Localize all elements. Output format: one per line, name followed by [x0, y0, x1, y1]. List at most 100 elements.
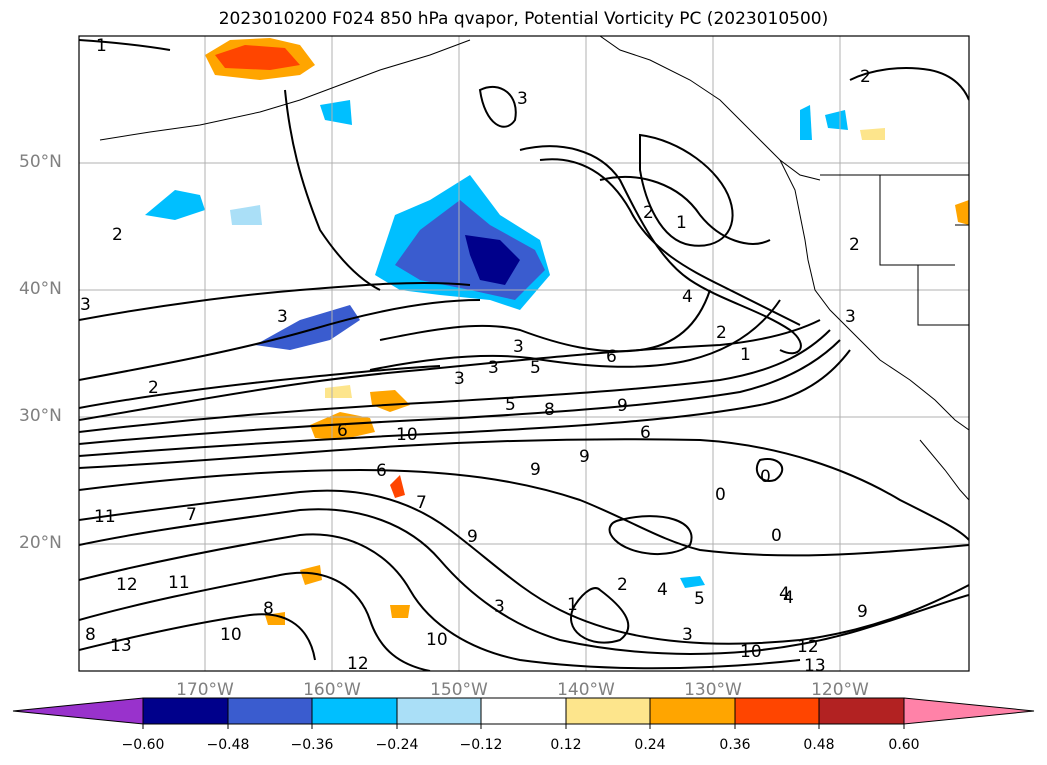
lat-label-20n: 20°N	[19, 533, 62, 553]
contour-label: 13	[110, 636, 132, 656]
positive-anomaly-mid2	[370, 390, 410, 412]
contour-label: 5	[694, 589, 705, 609]
contour-label: 10	[220, 625, 242, 645]
contour-label: 9	[617, 396, 628, 416]
contour-label: 5	[505, 395, 516, 415]
lon-label-170w: 170°W	[176, 680, 234, 700]
colorbar-segment	[649, 697, 736, 725]
positive-anomaly-coast	[955, 200, 969, 225]
contour-label: 3	[682, 625, 693, 645]
positive-anomaly-low4	[390, 605, 410, 618]
colorbar-extend-low	[12, 697, 144, 725]
contour-label: 2	[617, 575, 628, 595]
lon-label-120w: 120°W	[811, 680, 869, 700]
positive-anomaly-east	[860, 128, 885, 140]
contour-label: 9	[530, 460, 541, 480]
contour-label: 0	[771, 526, 782, 546]
contour-label: 11	[94, 507, 116, 527]
colorbar-tick-label: 0.36	[719, 737, 751, 753]
contour-label: 3	[488, 358, 499, 378]
colorbar-tick-label: 0.48	[803, 737, 835, 753]
contour-label: 1	[96, 36, 107, 56]
contour-label: 6	[606, 347, 617, 367]
colorbar-segment	[734, 697, 820, 725]
contour-label: 12	[797, 637, 819, 657]
negative-anomaly-band	[255, 305, 360, 350]
contour-label: 10	[426, 630, 448, 650]
colorbar-segment	[818, 697, 905, 725]
contour-label: 8	[544, 400, 555, 420]
contour-label: 6	[640, 423, 651, 443]
colorbar-tick-label: 0.24	[634, 737, 666, 753]
contour-label: 7	[416, 493, 427, 513]
colorbar-tick-label: 0.60	[888, 737, 920, 753]
contour-label: 3	[277, 307, 288, 327]
colorbar-tick-label: −0.12	[459, 737, 503, 753]
colorbar-tick-label: −0.24	[375, 737, 419, 753]
contour-label: 1	[676, 213, 687, 233]
contour-label: 4	[657, 580, 668, 600]
contour-label: 6	[337, 421, 348, 441]
contour-label: 9	[579, 447, 590, 467]
colorbar-segment	[227, 697, 313, 725]
colorbar-tick-label: 0.12	[550, 737, 582, 753]
negative-anomaly-small4	[825, 110, 848, 130]
contour-label: 4	[682, 287, 693, 307]
contour-label: 2	[643, 203, 654, 223]
lon-label-160w: 160°W	[303, 680, 361, 700]
positive-anomaly-low2	[300, 565, 322, 585]
contour-label: 3	[517, 89, 528, 109]
negative-anomaly-small2	[320, 100, 352, 125]
contour-label: 5	[530, 358, 541, 378]
contour-label: 12	[116, 575, 138, 595]
contour-label: 10	[396, 425, 418, 445]
negative-anomaly-low	[680, 576, 705, 588]
pv-contours	[79, 39, 969, 671]
contour-label: 1	[740, 345, 751, 365]
contour-label: 2	[860, 67, 871, 87]
contour-label: 4	[779, 584, 790, 604]
contour-label: 12	[347, 654, 369, 674]
contour-label: 2	[148, 378, 159, 398]
lat-label-30n: 30°N	[19, 406, 62, 426]
contour-label: 8	[263, 599, 274, 619]
colorbar-tick-label: −0.60	[121, 737, 165, 753]
contour-labels: 1 2 3 3 2 2 3 3 3 3 5 6 9 8 10 6 5 6 7 9…	[80, 36, 871, 674]
lat-label-40n: 40°N	[19, 279, 62, 299]
colorbar	[12, 697, 1035, 729]
contour-label: 8	[85, 625, 96, 645]
contour-label: 4	[783, 588, 794, 608]
coastlines	[99, 36, 969, 501]
negative-anomaly-small3	[800, 105, 812, 140]
lat-label-50n: 50°N	[19, 152, 62, 172]
colorbar-segment	[480, 697, 567, 725]
contour-label: 1	[567, 595, 578, 615]
colorbar-segment	[565, 697, 651, 725]
contour-label: 2	[716, 323, 727, 343]
contour-label: 3	[454, 369, 465, 389]
positive-anomaly-mid3	[325, 385, 352, 398]
contour-label: 9	[467, 527, 478, 547]
contour-label: 0	[715, 485, 726, 505]
map-frame	[78, 35, 970, 672]
lon-label-140w: 140°W	[557, 680, 615, 700]
contour-label: 6	[376, 461, 387, 481]
contour-label: 10	[740, 642, 762, 662]
positive-anomaly-top-core	[215, 45, 300, 70]
colorbar-segment	[396, 697, 482, 725]
contour-label: 11	[168, 573, 190, 593]
contour-label: 3	[494, 597, 505, 617]
contour-label: 3	[513, 337, 524, 357]
negative-anomaly-max	[465, 235, 520, 285]
negative-anomaly-small5	[230, 205, 262, 225]
lon-label-150w: 150°W	[430, 680, 488, 700]
positive-anomaly-low1	[390, 475, 405, 498]
contour-label: 2	[849, 235, 860, 255]
negative-anomaly-small	[145, 190, 205, 220]
contour-label: 7	[186, 505, 197, 525]
contour-label: 2	[112, 225, 123, 245]
moisture-shading	[145, 38, 969, 625]
contour-label: 3	[80, 295, 91, 315]
lon-label-130w: 130°W	[684, 680, 742, 700]
contour-label: 0	[760, 467, 771, 487]
